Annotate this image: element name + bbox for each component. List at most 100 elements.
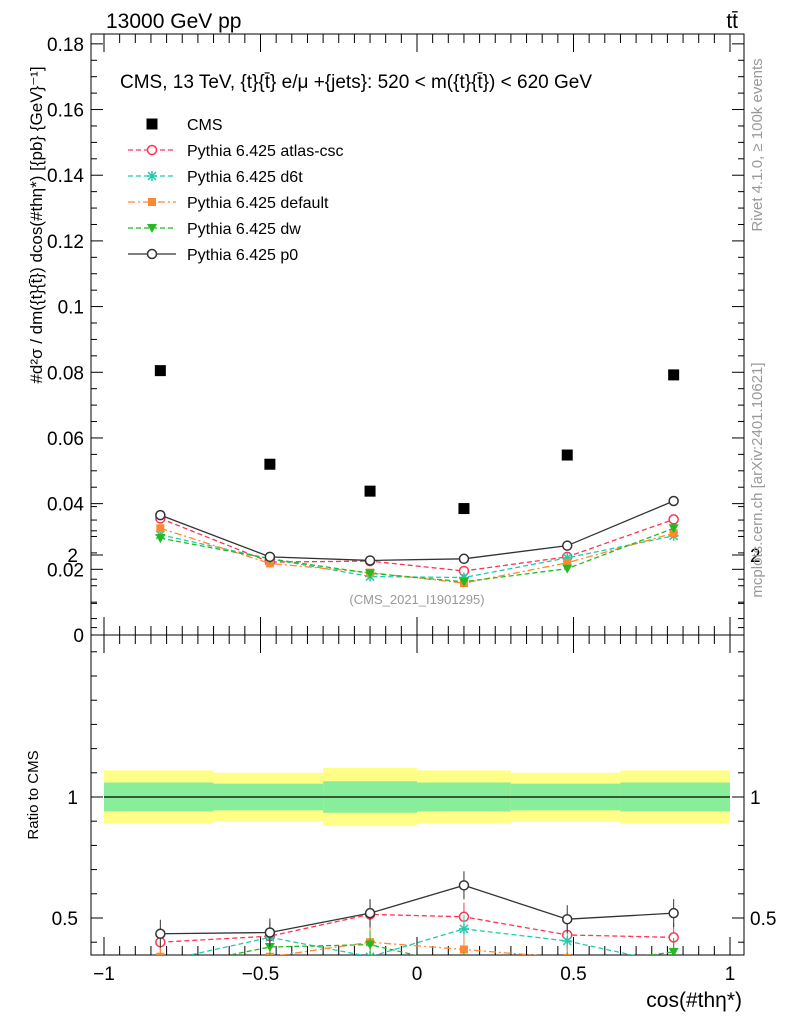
ratio-point	[155, 965, 165, 974]
series-pythia-6-425-dw	[155, 523, 679, 587]
y-tick-label: 0.02	[47, 560, 84, 581]
legend-marker	[147, 224, 157, 233]
data-point	[562, 552, 573, 563]
data-point	[364, 485, 376, 497]
legend-entry-pythia-6-425-dw: Pythia 6.425 dw	[128, 221, 301, 238]
x-axis-ticks: −1 −0.5 0 0.5 1	[93, 34, 735, 985]
main-series-layer	[154, 365, 680, 588]
ratio-point	[155, 928, 166, 939]
data-point	[365, 569, 376, 579]
data-point	[458, 577, 469, 587]
data-point	[562, 564, 573, 574]
ratio-y-tick-label-left: 0.5	[52, 909, 78, 930]
series-line	[160, 527, 674, 583]
ratio-point	[562, 935, 573, 946]
legend-label: Pythia 6.425 dw	[187, 221, 301, 238]
data-point	[458, 572, 469, 583]
ratio-y-tick-label-right: 0.5	[750, 909, 776, 930]
mcplots-reference-label: mcplots.cern.ch [arXiv:2401.10621]	[749, 362, 766, 597]
y-tick-label: 0.06	[47, 429, 84, 450]
ratio-point	[458, 880, 470, 891]
x-tick-label: 0	[412, 964, 423, 985]
data-point	[563, 558, 572, 567]
legend-label: Pythia 6.425 atlas-csc	[187, 143, 344, 160]
ratio-point	[459, 945, 468, 954]
data-point	[668, 514, 679, 525]
y-tick-label: 0.14	[47, 166, 84, 187]
legend-marker	[147, 171, 157, 181]
series-pythia-6-425-d6t	[155, 529, 679, 583]
main-axis-ticks: 0 0.02 0.04 0.06 0.08 0.1 0.12 0.14 0.16 0.18	[47, 35, 744, 647]
ratio-point	[264, 927, 276, 938]
ratio-line	[277, 941, 540, 955]
ratio-point	[668, 947, 679, 955]
plot-title: CMS, 13 TeV, {t}{t̄} e/μ +{jets}: 520 < …	[120, 72, 592, 93]
legend-marker	[148, 198, 156, 206]
ratio-axis-ticks: 0.5 0.5 1 1 2 2	[52, 506, 776, 943]
ratio-point	[669, 959, 679, 969]
y-tick-label: 0.1	[58, 298, 84, 319]
data-point	[458, 503, 470, 515]
legend-entry-cms: CMS	[146, 117, 223, 134]
data-point	[364, 555, 376, 566]
ratio-point	[670, 962, 678, 970]
data-point	[155, 534, 166, 544]
ratio-y-axis-label: Ratio to CMS	[25, 750, 42, 839]
legend-entry-pythia-6-425-d6t: Pythia 6.425 d6t	[128, 169, 303, 186]
ratio-line	[160, 913, 674, 943]
data-point	[668, 495, 679, 507]
series-line	[160, 500, 674, 562]
legend-marker	[146, 144, 158, 156]
x-tick-label: 1	[725, 964, 736, 985]
data-point	[458, 553, 470, 565]
series-pythia-6-425-atlas-csc	[155, 513, 679, 577]
ratio-y-tick-label-right: 2	[750, 546, 761, 567]
x-tick-label: −1	[93, 964, 115, 985]
legend-label: CMS	[187, 117, 223, 134]
legend-marker	[146, 118, 158, 130]
analysis-watermark: (CMS_2021_I1901295)	[349, 592, 484, 607]
y-tick-label: 0.04	[47, 495, 84, 516]
ratio-series-pythia-6-425-p0	[155, 871, 679, 948]
x-tick-label: −0.5	[242, 964, 280, 985]
legend-label: Pythia 6.425 p0	[187, 247, 298, 264]
data-point	[156, 524, 165, 533]
ratio-y-tick-label-left: 1	[67, 788, 78, 809]
y-tick-label: 0.18	[47, 35, 84, 56]
legend-label: Pythia 6.425 default	[187, 195, 329, 212]
ratio-point	[458, 923, 469, 934]
legend-label: Pythia 6.425 d6t	[187, 169, 303, 186]
ratio-point	[459, 962, 469, 971]
data-point	[264, 551, 276, 563]
series-cms	[154, 365, 680, 515]
process-label: tt̄	[726, 10, 738, 33]
legend: CMS Pythia 6.425 atlas-csc Pythia 6.425 d6…	[128, 117, 344, 264]
ratio-line	[187, 928, 636, 955]
energy-label: 13000 GeV pp	[106, 10, 241, 33]
data-point	[668, 369, 680, 381]
legend-marker	[146, 248, 158, 260]
data-point	[155, 509, 166, 521]
legend-entry-pythia-6-425-atlas-csc: Pythia 6.425 atlas-csc	[128, 143, 344, 160]
ratio-point	[155, 957, 165, 967]
data-point	[668, 524, 679, 534]
ratio-point	[668, 907, 679, 919]
ratio-point	[264, 943, 275, 953]
main-y-axis-label: #d²σ / dm({t}{t̄}) dcos(#thη*) [{pb} {Ge…	[27, 66, 46, 383]
series-pythia-6-425-p0	[155, 495, 679, 566]
rivet-version-label: Rivet 4.1.0, ≥ 100k events	[749, 58, 766, 231]
legend-entry-pythia-6-425-p0: Pythia 6.425 p0	[128, 247, 298, 264]
ratio-series-layer	[155, 871, 679, 974]
x-tick-label: 0.5	[560, 964, 586, 985]
data-point	[264, 458, 276, 470]
y-tick-label: 0.16	[47, 101, 84, 122]
legend-entry-pythia-6-425-default: Pythia 6.425 default	[128, 195, 329, 212]
y-tick-label: 0.12	[47, 232, 84, 253]
ratio-reference-band	[104, 767, 730, 827]
y-tick-label: 0.08	[47, 363, 84, 384]
ratio-point	[561, 913, 573, 925]
x-axis-label: cos(#thη*)	[646, 989, 742, 1012]
data-point	[561, 540, 573, 551]
ratio-point	[156, 952, 165, 955]
